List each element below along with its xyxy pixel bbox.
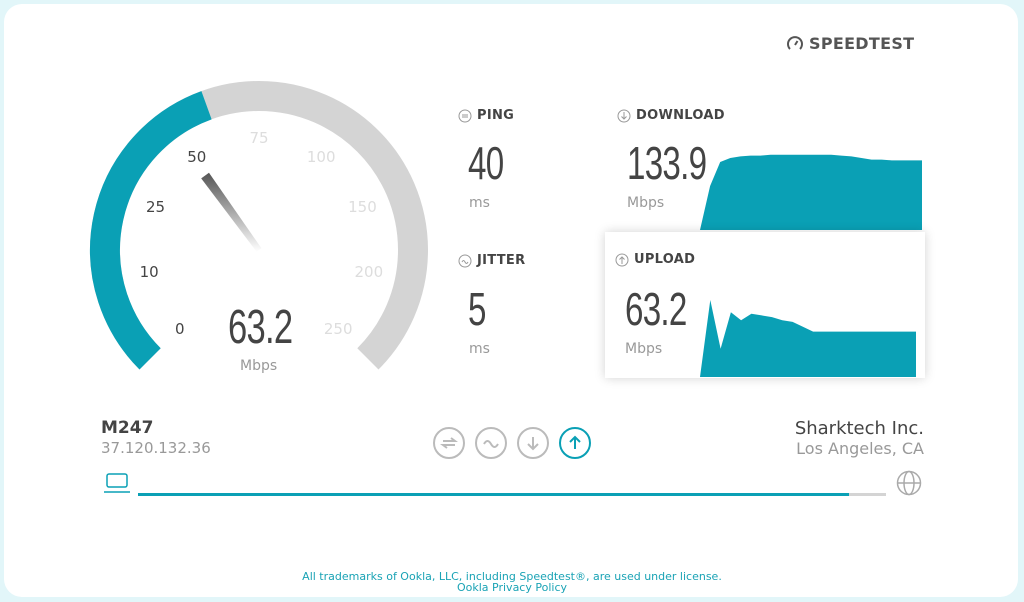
laptop-icon: [104, 473, 130, 493]
server-name[interactable]: Sharktech Inc.: [794, 418, 924, 439]
server-location: Los Angeles, CA: [796, 439, 924, 458]
jitter-unit: ms: [469, 341, 490, 357]
privacy-policy-link[interactable]: Ookla Privacy Policy: [456, 581, 568, 594]
gauge-tick-label: 25: [146, 198, 165, 216]
ping-unit: ms: [469, 195, 490, 211]
gauge-tick-label: 10: [140, 263, 159, 281]
download-graph: [700, 154, 922, 230]
gauge-fill: [90, 91, 212, 370]
download-unit: Mbps: [627, 195, 665, 211]
upload-icon: [569, 435, 581, 449]
speedometer-icon: [787, 35, 803, 50]
gauge-tick-label: 50: [187, 148, 206, 166]
test-steps: [433, 427, 591, 459]
download-icon: [527, 437, 539, 451]
gauge-tick-label: 200: [355, 263, 384, 281]
gauge-tick-label: 0: [175, 320, 185, 338]
speedtest-logo[interactable]: SPEEDTEST: [786, 34, 914, 53]
download-graph-area: [700, 154, 922, 230]
gauge-tick-label: 100: [307, 148, 336, 166]
upload-icon: [615, 253, 629, 266]
upload-label: UPLOAD: [615, 252, 695, 267]
download-value: 133.9: [627, 137, 707, 189]
jitter-value: 5: [468, 283, 486, 335]
progress-track: [138, 493, 886, 496]
ping-label: PING: [458, 108, 514, 123]
upload-graph-area: [700, 300, 916, 377]
gauge-unit: Mbps: [240, 358, 278, 374]
step-ping: [433, 427, 465, 459]
upload-graph: [700, 300, 916, 377]
gauge-tick-label: 250: [324, 320, 353, 338]
trademark-notice: All trademarks of Ookla, LLC, including …: [302, 570, 722, 583]
client-ip: 37.120.132.36: [101, 439, 211, 457]
speed-gauge: 0 10 25 50 75 100 150 200 250: [90, 81, 428, 370]
step-download: [517, 427, 549, 459]
client-isp: M247: [101, 418, 154, 438]
ping-value: 40: [468, 137, 504, 189]
gauge-tick-label: 150: [348, 198, 377, 216]
jitter-icon: [458, 254, 472, 267]
ping-icon: [440, 437, 458, 449]
jitter-label: JITTER: [458, 253, 525, 268]
progress-fill: [138, 493, 849, 496]
gauge-value: 63.2: [228, 301, 293, 354]
gauge-needle: [201, 172, 262, 252]
download-label: DOWNLOAD: [617, 108, 725, 123]
globe-icon: [896, 470, 922, 496]
upload-unit: Mbps: [625, 341, 663, 357]
gauge-tick-label: 75: [249, 129, 268, 147]
upload-value: 63.2: [625, 283, 687, 335]
jitter-icon: [483, 440, 499, 448]
step-upload: [559, 427, 591, 459]
download-icon: [617, 109, 631, 122]
step-jitter: [475, 427, 507, 459]
ping-icon: [458, 109, 472, 122]
